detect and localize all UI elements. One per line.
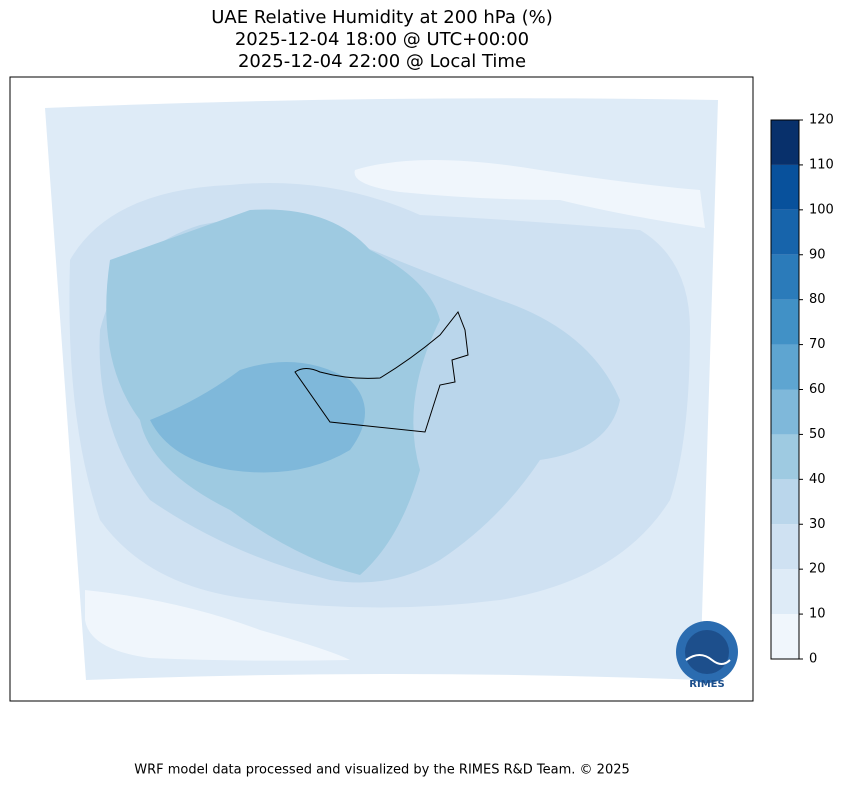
colorbar-tick-label: 50 — [809, 427, 826, 442]
map: RIMES — [9, 76, 754, 702]
colorbar-band — [771, 254, 799, 300]
footer-credit: WRF model data processed and visualized … — [134, 763, 630, 778]
dry-zone — [354, 160, 705, 228]
colorbar-band — [771, 524, 799, 570]
colorbar-tick-label: 90 — [809, 247, 826, 262]
colorbar-tick-label: 120 — [809, 113, 834, 128]
colorbar-band — [771, 389, 799, 435]
uae-border — [294, 311, 469, 433]
colorbar-band — [771, 209, 799, 255]
colorbar-tick-label: 60 — [809, 382, 826, 397]
colorbar-band — [771, 299, 799, 345]
colorbar-band — [771, 434, 799, 480]
logo-inner — [685, 630, 729, 674]
logo-wave — [685, 654, 731, 665]
colorbar-tick-label: 30 — [809, 517, 826, 532]
colorbar-frame — [770, 119, 800, 660]
colorbar-band — [771, 120, 799, 165]
colorbar-tick-label: 80 — [809, 292, 826, 307]
colorbar-tick-label: 40 — [809, 472, 826, 487]
colorbar-tick-label: 0 — [809, 652, 817, 667]
colorbar-tick-label: 100 — [809, 202, 834, 217]
logo-text: RIMES — [689, 679, 724, 690]
colorbar-band — [771, 344, 799, 390]
colorbar-tick-label: 20 — [809, 562, 826, 577]
utc-time: 2025-12-04 18:00 @ UTC+00:00 — [235, 29, 529, 50]
colorbar-tick-label: 110 — [809, 157, 834, 172]
map-frame — [9, 76, 754, 702]
dry-zone — [85, 590, 350, 661]
colorbar-band — [771, 164, 799, 210]
logo: RIMES — [676, 621, 738, 690]
colorbar: 0 10 20 30 40 50 60 70 80 90 100 110 120 — [771, 113, 834, 667]
humid-zone — [150, 362, 365, 473]
title: UAE Relative Humidity at 200 hPa (%) — [211, 7, 552, 28]
colorbar-tick-label: 70 — [809, 337, 826, 352]
colorbar-band — [771, 614, 799, 659]
local-time: 2025-12-04 22:00 @ Local Time — [238, 51, 526, 72]
colorbar-band — [771, 569, 799, 615]
colorbar-band — [771, 479, 799, 525]
colorbar-tick-label: 10 — [809, 607, 826, 622]
